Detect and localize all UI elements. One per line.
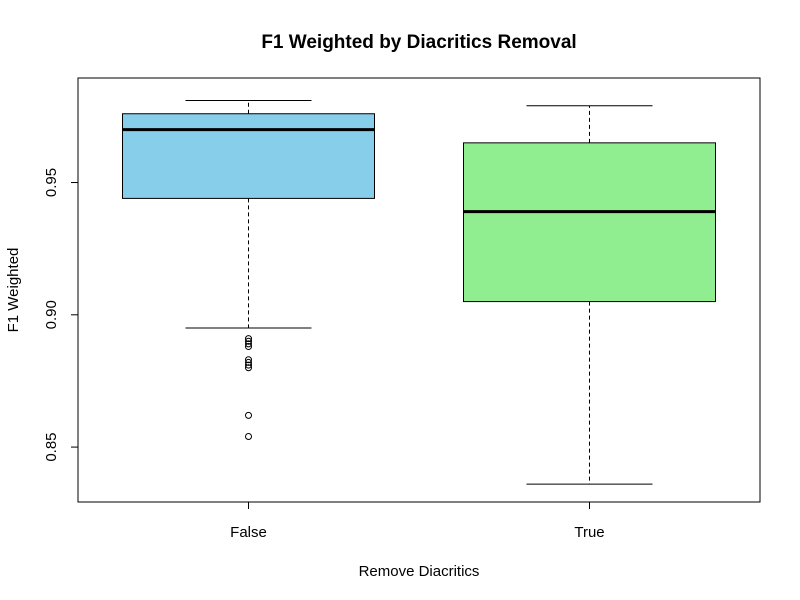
outlier-point (245, 358, 252, 366)
outlier-point (245, 335, 252, 343)
y-axis-label: F1 Weighted (5, 248, 22, 333)
y-tick-label: 0.85 (43, 432, 60, 461)
outlier-point (245, 433, 252, 441)
x-axis-label: Remove Diacritics (359, 563, 480, 580)
outlier-point (245, 364, 252, 372)
iqr-box (463, 142, 716, 303)
outlier-point (245, 361, 252, 369)
y-tick-label: 0.95 (43, 168, 60, 197)
iqr-box (122, 113, 375, 199)
outlier-point (245, 340, 252, 348)
box-false (122, 100, 375, 441)
outlier-point (245, 337, 252, 345)
plot-area (122, 100, 716, 485)
y-axis: 0.85 0.90 0.95 (43, 168, 79, 462)
outlier-point (245, 411, 252, 419)
y-tick-label: 0.90 (43, 300, 60, 329)
x-axis: False True (230, 502, 605, 541)
outlier-point (245, 343, 252, 351)
outlier-point (245, 356, 252, 364)
chart-title: F1 Weighted by Diacritics Removal (261, 32, 576, 53)
x-tick-label: True (574, 524, 604, 541)
x-tick-label: False (230, 524, 267, 541)
box-true (463, 105, 716, 485)
